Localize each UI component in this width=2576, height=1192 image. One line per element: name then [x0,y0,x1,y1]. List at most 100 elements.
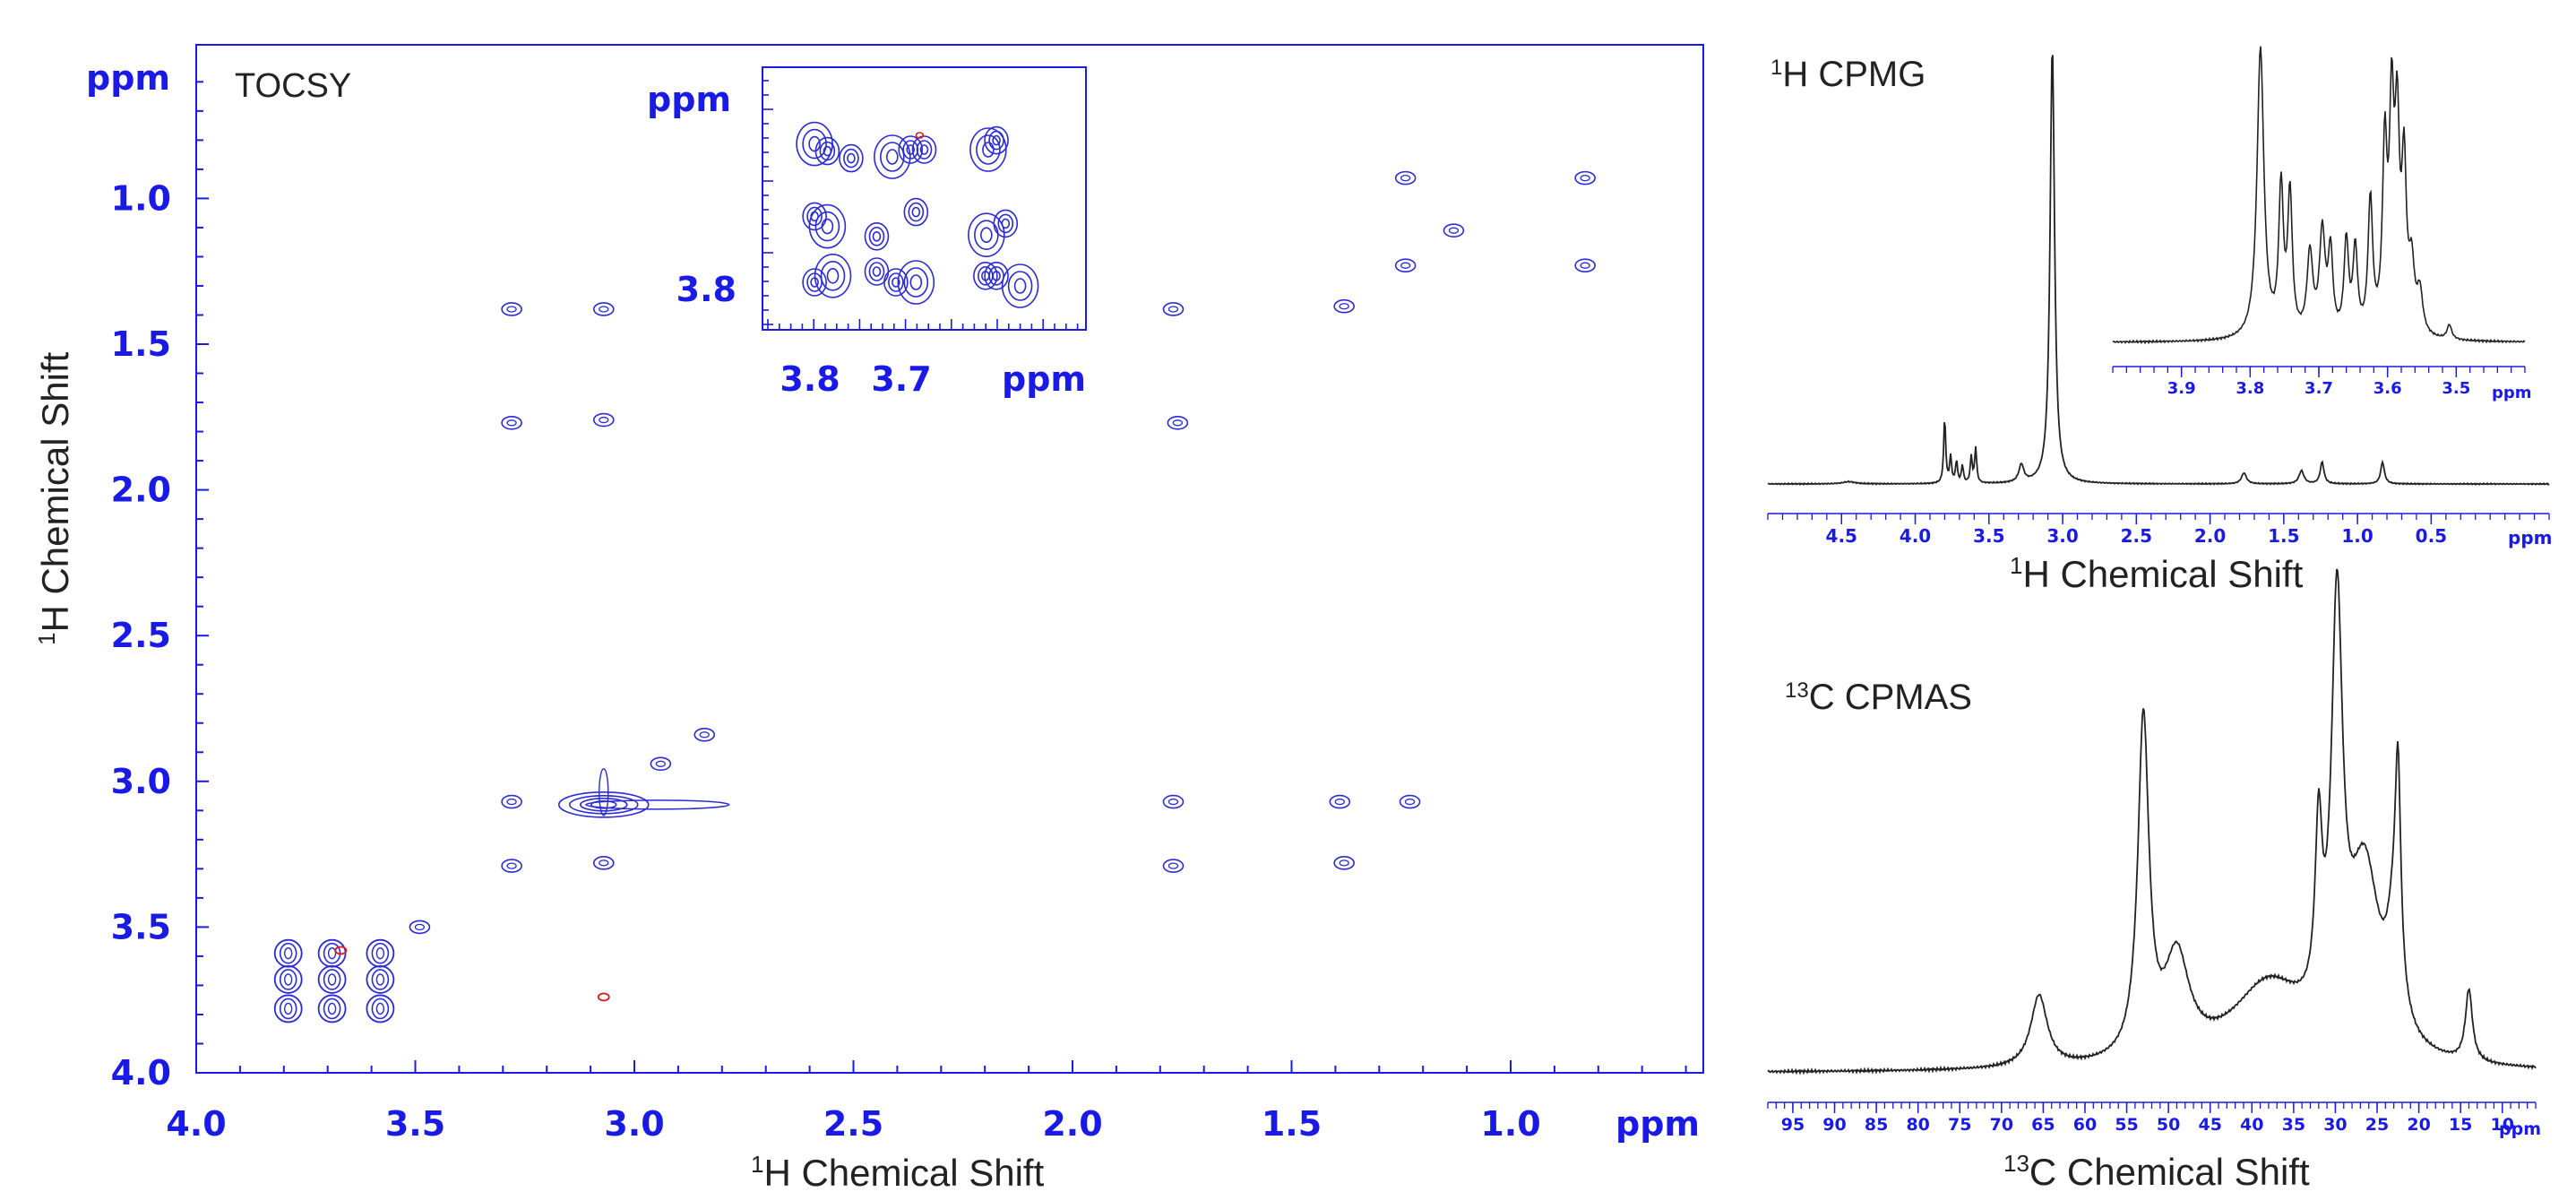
cpmas-x-axis-tick-label: 75 [1948,1115,1971,1135]
contour-ring [557,791,650,818]
contour-ring [506,419,517,427]
inset-contour-ring [883,268,909,297]
contour-ring [1167,416,1189,430]
cpmg-x-axis-tick-label: 2.0 [2194,525,2226,547]
inset-contour-ring [911,206,921,218]
inset-contour-ring [819,141,836,161]
contour-ring [327,1002,337,1015]
contour-ring [371,969,390,990]
y-tick-label: 3.5 [111,907,171,946]
contour-ring [1172,419,1184,427]
tocsy-x-label-sup: 1 [751,1151,763,1178]
contour-ring [568,795,639,815]
inset-contour-ring [814,136,840,166]
contour-ring [592,856,615,870]
cpmg-inset-x-unit: ppm [2492,384,2532,402]
contour-ring [283,946,293,960]
contour-ring [371,998,390,1020]
cpmg-x-axis-tick-label: 4.5 [1826,525,1857,547]
contour-ring-negative [334,946,348,955]
contour-ring [1162,859,1185,873]
inset-contour-ring [847,152,856,164]
contour-ring [1339,303,1349,310]
tocsy-x-unit: ppm [1615,1104,1700,1144]
cpmas-x-axis-tick-label: 30 [2323,1115,2347,1135]
inset-contour-ring [911,135,937,164]
inset-contour-ring [868,262,885,281]
tocsy-y-label: 1H Chemical Shift [33,351,76,645]
contour-ring [375,1002,385,1015]
cpmg-x-axis-tick-label: 1.5 [2268,525,2299,547]
inset-contour-ring [802,128,827,160]
inset-contour-ring [806,206,823,227]
inset-contour-ring [1001,218,1011,229]
contour-ring [1443,223,1465,238]
contour-ring-negative [597,992,610,1002]
tocsy-title: TOCSY [235,67,351,105]
cpmas-x-label-main: C Chemical Shift [2029,1151,2310,1192]
tocsy-inset: 3.8 3.7 3.8 ppm ppm [647,66,1087,399]
contour-ring [283,973,293,986]
inset-contour-ring [980,227,993,244]
cpmg-inset-x-axis-tick-label: 3.7 [2305,379,2333,398]
cpmas-x-axis-tick-label: 45 [2198,1115,2221,1135]
contour-ring [650,756,672,772]
contour-ring [283,1002,293,1015]
contour-ring [501,859,522,873]
cpmg-inset-trace [2112,46,2526,345]
contour-ring [599,859,609,867]
tocsy-frame [195,44,1704,1074]
contour-ring [1399,794,1421,809]
inset-axes: 3.8 3.7 3.8 [676,80,1079,399]
inset-contour-ring [898,135,924,164]
y-tick-label: 1.0 [111,178,171,218]
cpmg-x-unit: ppm [2508,527,2552,548]
cpmas-x-axis-tick-label: 10 [2491,1115,2514,1135]
cpmg-x-axis-tick-label: 0.5 [2416,525,2447,547]
inset-x-unit: ppm [1002,359,1086,399]
cpmg-x-axis-tick-label: 3.5 [1973,525,2004,547]
y-tick-label: 3.0 [111,762,171,801]
cpmas-x-axis-tick-label: 55 [2115,1115,2138,1135]
x-tick-label: 4.0 [166,1104,226,1144]
inset-y-unit: ppm [647,80,731,119]
contour-ring [323,998,341,1020]
inset-contour-ring [826,267,840,284]
inset-contour-ring [814,211,840,242]
x-tick-label: 2.5 [823,1104,883,1144]
inset-contour-ring [984,261,1009,290]
cpmas-x-axis-tick-label: 60 [2073,1115,2097,1135]
inset-contour-ring [872,230,882,242]
inset-contour-ring [802,202,827,231]
contour-ring [1333,298,1355,314]
inset-contour-ring [988,130,1004,151]
inset-contour-ring [868,226,885,246]
tocsy-y-label-main: H Chemical Shift [34,351,76,632]
cpmas-x-axis-tick-label: 25 [2365,1115,2389,1135]
contour-ring [1574,258,1596,272]
tocsy-y-axis: 1.0 1.5 2.0 2.5 3.0 3.5 4.0 [111,81,209,1093]
tocsy-x-label: 1H Chemical Shift [751,1151,1045,1192]
x-tick-label: 2.0 [1042,1104,1102,1144]
contour-ring [1400,262,1411,269]
inset-contour-ring [968,212,1005,258]
cpmg-title: 1H CPMG [1770,55,1926,94]
contour-ring [599,768,609,816]
contour-ring [366,965,395,994]
contour-ring [371,942,390,964]
contour-ring [1404,798,1416,806]
cpmas-x-axis-tick-label: 70 [1990,1115,2013,1135]
contour-ring [501,794,522,809]
contour-ring [506,798,517,806]
x-tick-label: 1.0 [1480,1104,1540,1144]
contour-ring [1162,302,1185,316]
contour-ring [694,727,716,742]
contour-ring [279,969,297,990]
cpmg-x-axis-tick-label: 2.5 [2121,525,2152,547]
contour-ring [699,731,710,739]
cpmas-trace [1767,568,2537,1075]
contour-ring [592,302,615,316]
contour-ring [1574,170,1596,186]
x-tick-label: 3.5 [385,1104,445,1144]
